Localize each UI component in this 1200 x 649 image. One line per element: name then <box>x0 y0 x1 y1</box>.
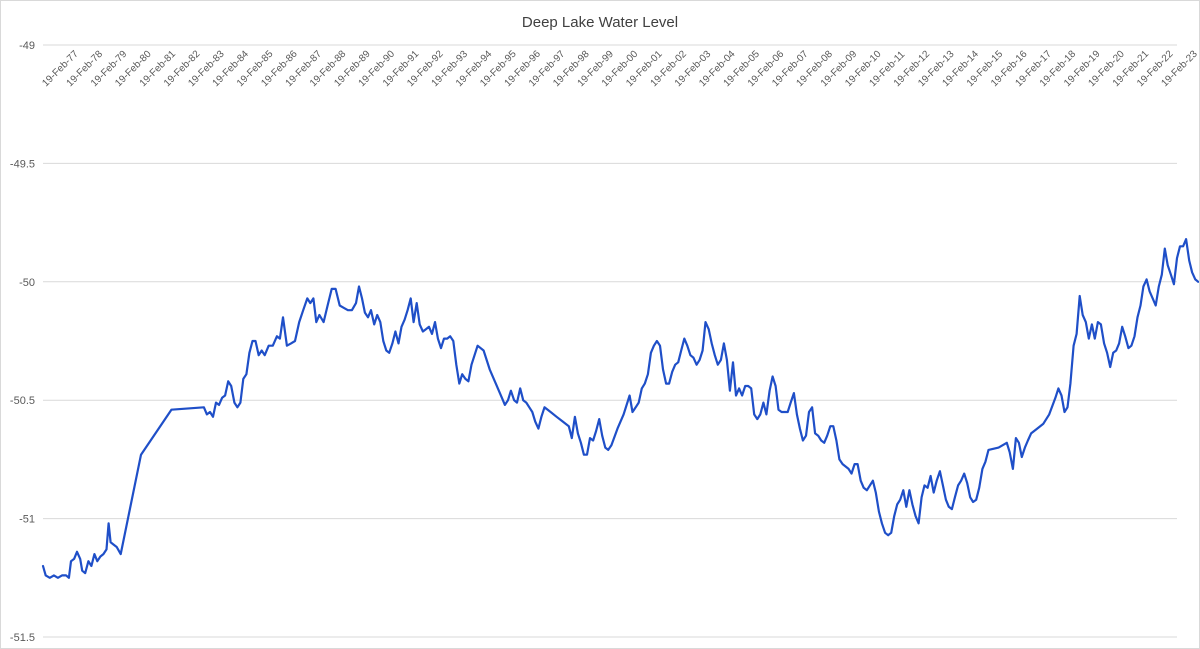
series-layer <box>41 238 1199 579</box>
y-tick-label: -51.5 <box>10 632 35 644</box>
series-line <box>41 238 1199 579</box>
y-tick-label: -50 <box>19 277 35 289</box>
gridlines <box>43 44 1177 638</box>
y-axis-tick-labels: -49 -49.5 -50 -50.5 -51 -51.5 <box>10 40 35 644</box>
x-axis-tick-labels: 19-Feb-7719-Feb-7819-Feb-7919-Feb-8019-F… <box>40 48 1199 89</box>
y-tick-label: -49.5 <box>10 158 35 170</box>
y-tick-label: -51 <box>19 514 35 526</box>
y-tick-label: -50.5 <box>10 395 35 407</box>
chart-title: Deep Lake Water Level <box>522 14 678 31</box>
y-tick-label: -49 <box>19 40 35 52</box>
